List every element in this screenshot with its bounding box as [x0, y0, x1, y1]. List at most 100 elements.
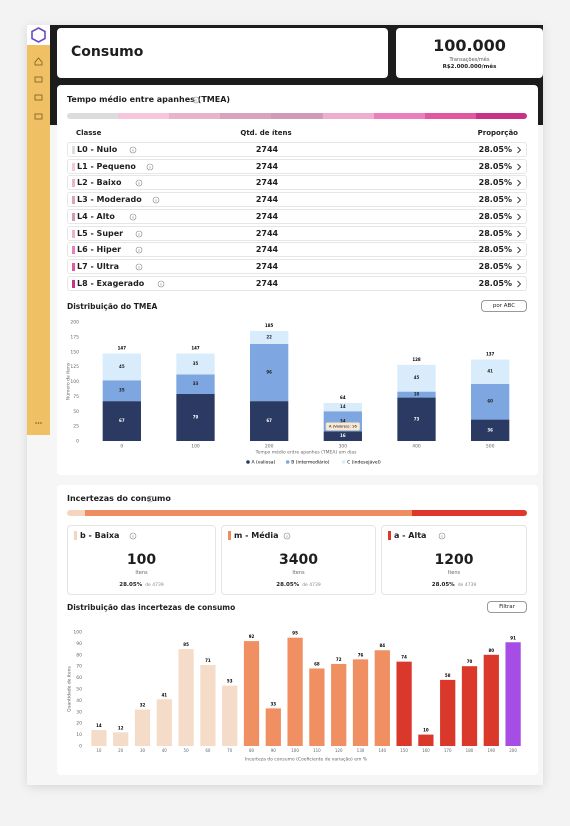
scale-segment — [322, 113, 374, 119]
class-color — [72, 162, 75, 171]
kpi-sub: R$2.000.000/mês — [442, 64, 497, 70]
card-color — [388, 531, 391, 540]
value-label: 68 — [314, 661, 320, 666]
card-unit: Itens — [135, 570, 148, 576]
chevron[interactable] — [516, 280, 522, 288]
segment-label: 73 — [414, 416, 420, 421]
chevron[interactable] — [516, 263, 522, 271]
card-unit: Itens — [292, 570, 305, 576]
x-tick-label: 150 — [400, 748, 408, 753]
total-label: 64 — [340, 395, 346, 400]
table-row[interactable]: L2 - Baixo 2744 28.05% — [67, 175, 527, 191]
value-label: 95 — [292, 631, 298, 636]
info-icon[interactable] — [146, 163, 154, 171]
card-value: 3400 — [279, 552, 318, 568]
chevron[interactable] — [516, 196, 522, 204]
bar-segment — [102, 353, 141, 381]
class-name: L4 - Alto — [77, 211, 115, 221]
segment-label: 36 — [487, 427, 493, 432]
chevron[interactable] — [516, 163, 522, 171]
button-label[interactable]: por ABC — [492, 303, 516, 309]
info-icon[interactable] — [283, 532, 291, 540]
x-tick-label: 100 — [291, 748, 299, 753]
value-label: 12 — [118, 725, 124, 730]
class-qty: 2744 — [255, 145, 279, 154]
y-tick-label: 50 — [76, 687, 82, 693]
chevron[interactable] — [516, 213, 522, 221]
info-icon[interactable] — [129, 146, 137, 154]
info-icon[interactable] — [157, 280, 165, 288]
info-icon[interactable] — [135, 230, 143, 238]
x-tick-label: 400 — [412, 444, 421, 450]
uncertainty-title: Incertezas do consumo — [67, 494, 171, 503]
value-label: 72 — [336, 657, 342, 662]
info-icon[interactable] — [135, 179, 143, 187]
x-tick-label: 120 — [335, 748, 343, 753]
table-row[interactable]: L3 - Moderado 2744 28.05% — [67, 192, 527, 208]
class-name: L3 - Moderado — [77, 195, 142, 205]
table-row[interactable]: L4 - Alto 2744 28.05% — [67, 208, 527, 224]
class-color — [72, 229, 75, 238]
x-tick-label: 80 — [249, 748, 255, 753]
sidebar-icons — [34, 57, 43, 424]
info-icon[interactable] — [192, 96, 200, 104]
y-tick-label: 100 — [73, 630, 82, 636]
class-qty: 2744 — [255, 278, 279, 288]
chevron[interactable] — [516, 179, 522, 187]
info-icon[interactable] — [129, 532, 137, 540]
chart2-button[interactable]: Filtrar — [487, 601, 527, 613]
table-row[interactable]: L1 - Pequeno 2744 28.05% — [67, 158, 527, 174]
class-share: 28.05% — [478, 211, 512, 221]
info-icon[interactable] — [152, 196, 160, 204]
segment-label: 41 — [487, 369, 493, 374]
table-row[interactable]: L6 - Hiper 2744 28.05% — [67, 242, 527, 258]
x-tick-label: 70 — [227, 748, 233, 753]
bar-segment — [323, 431, 362, 441]
bar-segment — [102, 401, 141, 441]
class-color — [72, 146, 75, 154]
button-label[interactable]: Filtrar — [499, 604, 515, 610]
class-color — [72, 262, 75, 271]
class-qty: 2744 — [255, 211, 279, 221]
class-share: 28.05% — [478, 261, 512, 271]
x-axis-label: Tempo médio entre apanhes (TMEA) em dias — [255, 449, 358, 456]
y-tick-label: 175 — [70, 334, 79, 340]
bar-segment — [250, 344, 289, 402]
info-icon[interactable] — [135, 263, 143, 271]
value-label: 32 — [140, 703, 146, 708]
value-label: 92 — [249, 634, 255, 639]
x-tick-label: 200 — [509, 748, 517, 753]
x-tick-label: 140 — [378, 748, 386, 753]
chevron[interactable] — [516, 146, 522, 154]
segment-label: 16 — [340, 433, 346, 438]
value-label: 76 — [358, 652, 364, 657]
x-tick-label: 110 — [313, 748, 321, 753]
table-row[interactable]: L7 - Ultra 2744 28.05% — [67, 258, 527, 274]
y-tick-label: 60 — [76, 675, 82, 681]
info-icon[interactable] — [135, 246, 143, 254]
info-icon[interactable] — [146, 495, 154, 503]
total-label: 128 — [412, 357, 421, 362]
scale-segment — [118, 113, 170, 119]
x-tick-label: 20 — [118, 748, 124, 753]
bar-segment — [471, 359, 510, 384]
table-row[interactable]: L5 - Super 2744 28.05% — [67, 225, 527, 241]
legend-swatch — [341, 460, 346, 464]
chevron[interactable] — [516, 230, 522, 238]
value-label: 14 — [96, 723, 102, 728]
table-row[interactable]: L8 - Exagerado 2744 28.05% — [67, 275, 527, 291]
scale-segment — [67, 510, 86, 516]
chevron[interactable] — [516, 246, 522, 254]
table-row[interactable]: L0 - Nulo 2744 28.05% — [67, 142, 527, 157]
chart1-button[interactable]: por ABC — [481, 300, 527, 312]
scale-segment — [424, 113, 476, 119]
value-label: 71 — [205, 658, 211, 663]
info-icon[interactable] — [438, 532, 446, 540]
bar — [222, 685, 238, 746]
info-icon[interactable] — [129, 213, 137, 221]
col-qty: Qtd. de ítens — [240, 129, 292, 137]
tmea-scale — [67, 113, 527, 119]
scale-segment — [271, 113, 323, 119]
x-tick-label: 50 — [184, 748, 190, 753]
class-name: L2 - Baixo — [77, 178, 122, 188]
